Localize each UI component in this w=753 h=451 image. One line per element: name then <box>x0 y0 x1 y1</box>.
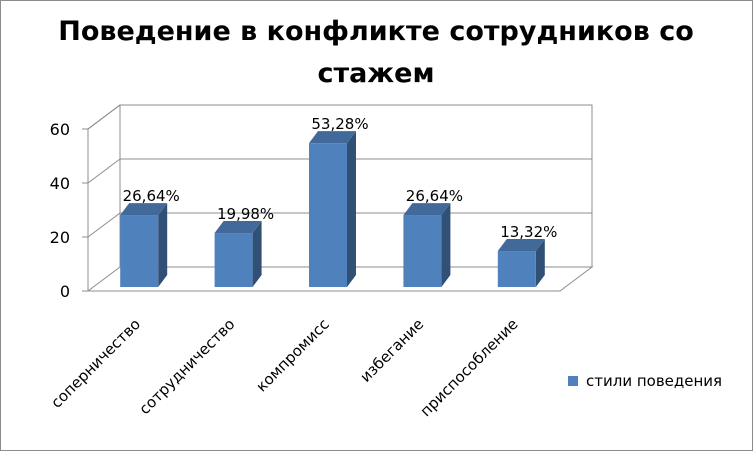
bar-side <box>441 203 451 287</box>
plot-area: 0 20 40 60 26,64% соперничество 19,98% сотрудни… <box>47 104 594 420</box>
data-label: 26,64% <box>406 187 463 205</box>
category-label: сотрудничество <box>135 315 238 418</box>
floor <box>86 266 594 292</box>
data-label: 53,28% <box>311 115 368 133</box>
gridline <box>87 158 592 184</box>
chart-title-line-1: Поведение в конфликте сотрудников со <box>58 16 694 47</box>
legend-swatch <box>568 376 578 386</box>
bar <box>497 239 545 287</box>
y-tick-label: 40 <box>50 174 70 193</box>
bar-top <box>120 203 168 216</box>
bar-top <box>497 239 545 252</box>
bar <box>309 131 356 287</box>
chart-title-line-2: стажем <box>317 58 434 89</box>
bar-top <box>309 131 356 144</box>
bar-top <box>403 203 451 216</box>
data-label: 13,32% <box>500 223 557 241</box>
y-tick-label: 60 <box>50 120 70 139</box>
data-label: 19,98% <box>217 205 274 223</box>
bar <box>403 203 451 287</box>
bar-front <box>403 215 442 287</box>
category-label: избегание <box>356 315 427 386</box>
category-label: приспособление <box>417 315 522 420</box>
bar <box>214 221 262 287</box>
bar-top <box>214 221 262 234</box>
bar <box>120 203 168 287</box>
category-label: компромисс <box>252 315 332 395</box>
bar-side <box>158 203 168 287</box>
y-tick-label: 0 <box>60 282 70 301</box>
bar-side <box>347 131 356 287</box>
legend: стили поведения <box>568 372 722 390</box>
bar-front <box>120 215 159 287</box>
category-label: соперничество <box>47 315 144 412</box>
bar-front <box>309 143 347 287</box>
legend-label: стили поведения <box>586 372 722 390</box>
y-tick-label: 20 <box>50 228 70 247</box>
bar-front <box>497 251 536 287</box>
gridline <box>87 104 592 130</box>
bar-side <box>535 239 545 287</box>
data-label: 26,64% <box>123 187 180 205</box>
chart-title: Поведение в конфликте сотрудников со ста… <box>58 16 694 89</box>
bar-front <box>214 233 253 287</box>
bar-side <box>252 221 262 287</box>
